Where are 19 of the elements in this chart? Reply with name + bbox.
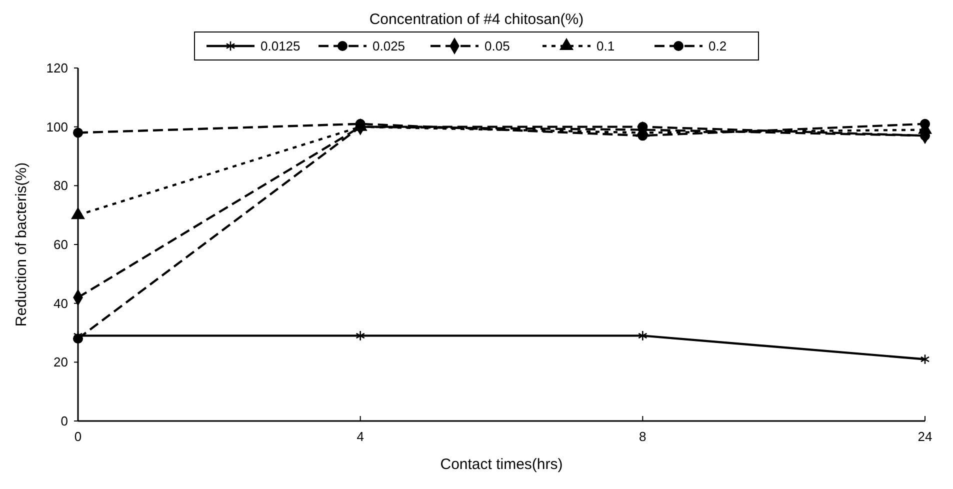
y-tick-label: 0 (60, 414, 68, 429)
y-axis-title: Reduction of bacteris(%) (13, 162, 30, 327)
legend-label: 0.2 (708, 38, 727, 54)
legend-title: Concentration of #4 chitosan(%) (369, 11, 584, 28)
x-axis-title: Contact times(hrs) (440, 456, 563, 473)
x-tick-label: 24 (918, 429, 932, 444)
legend-label: 0.0125 (260, 38, 300, 54)
y-tick-label: 60 (54, 237, 68, 252)
y-tick-label: 120 (46, 60, 68, 76)
legend-label: 0.1 (596, 38, 615, 54)
y-tick-label: 80 (54, 178, 68, 194)
x-tick-label: 8 (639, 429, 646, 444)
legend-label: 0.05 (484, 38, 510, 54)
y-tick-label: 40 (54, 296, 68, 311)
legend-label: 0.025 (372, 38, 406, 54)
x-tick-label: 0 (74, 429, 82, 444)
y-tick-label: 20 (54, 354, 68, 370)
y-tick-label: 100 (46, 119, 68, 134)
x-tick-label: 4 (356, 429, 364, 444)
